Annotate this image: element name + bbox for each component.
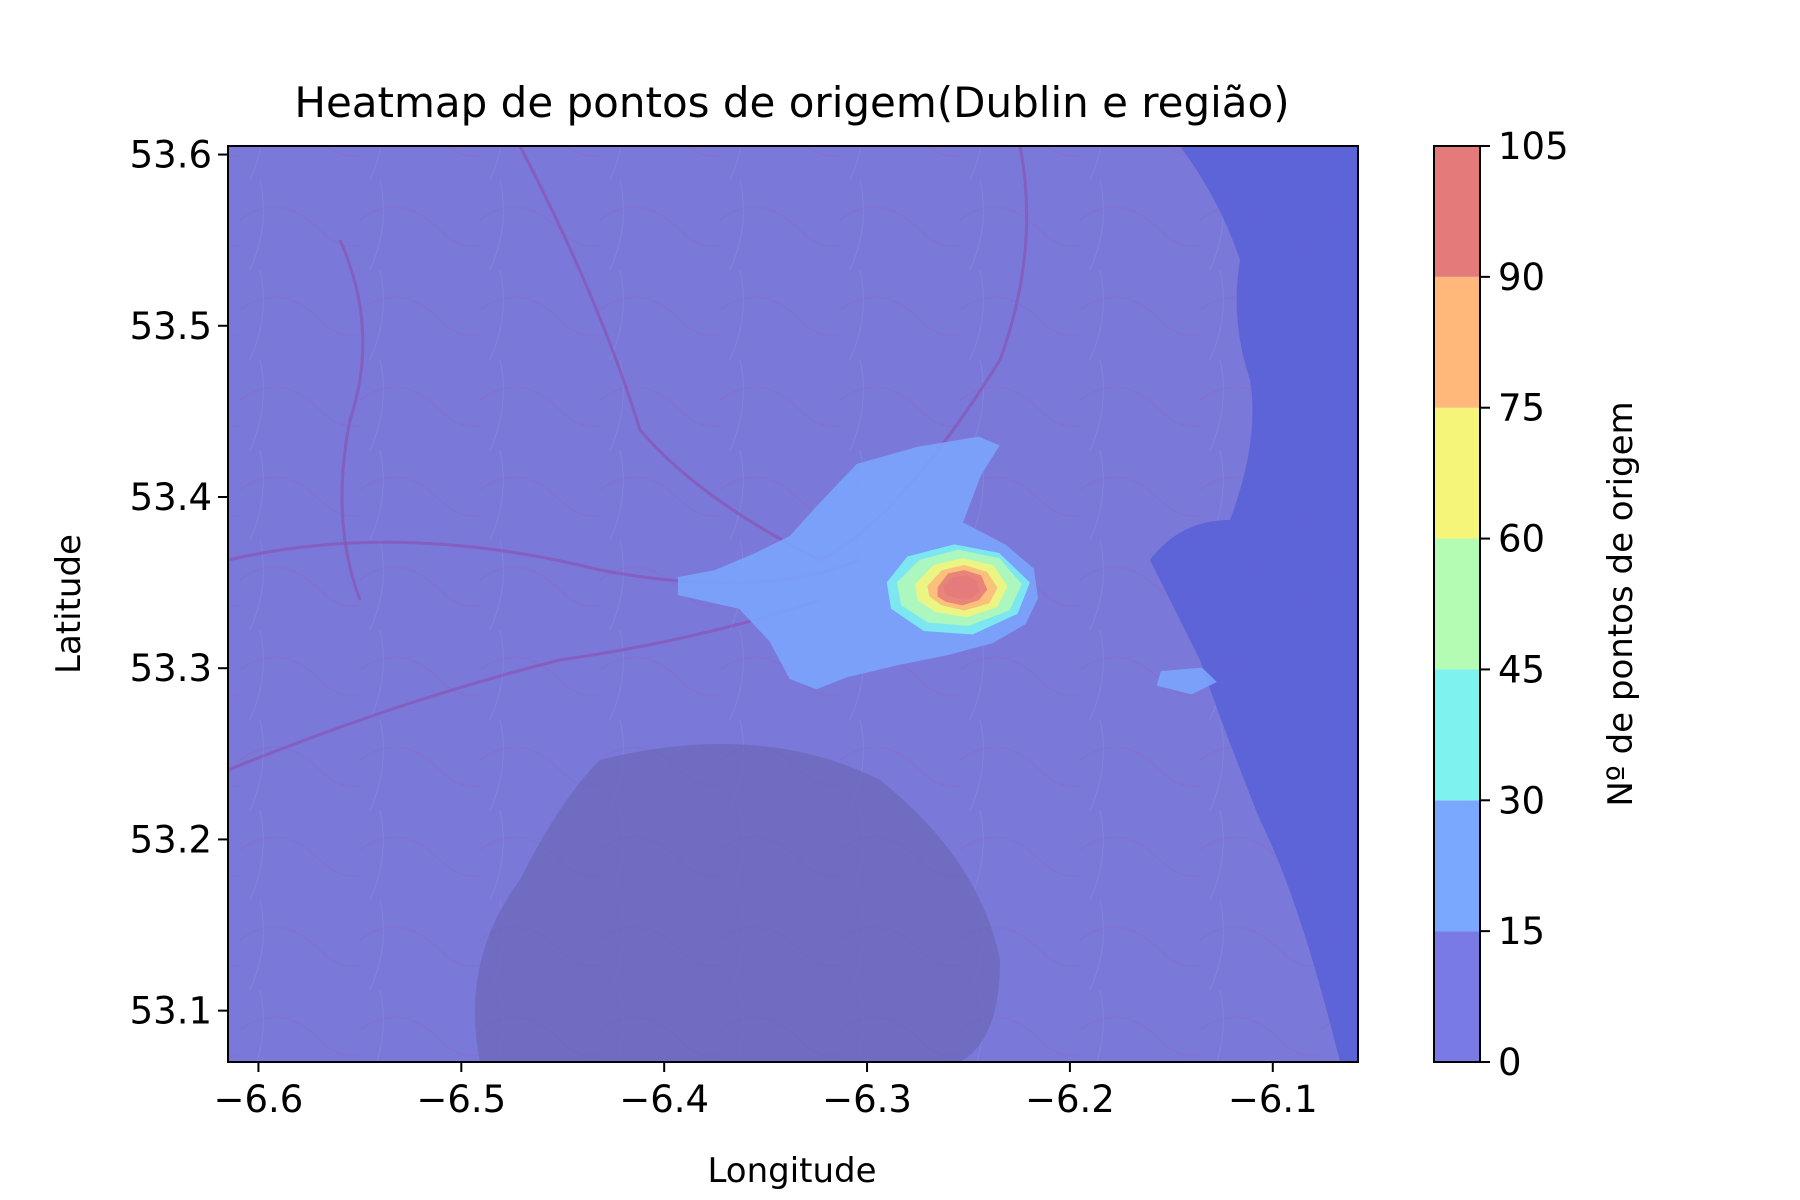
- colorbar-segment: [1434, 800, 1480, 932]
- colorbar-tick-label: 90: [1498, 256, 1545, 299]
- x-tick-label: −6.4: [619, 1078, 709, 1121]
- plot-frame: [227, 145, 1359, 1063]
- x-axis-label: Longitude: [707, 1151, 876, 1191]
- x-tick-label: −6.6: [214, 1078, 304, 1121]
- colorbar-frame: [1433, 145, 1481, 1063]
- x-tick-label: −6.2: [1025, 1078, 1115, 1121]
- colorbar-tick-label: 30: [1498, 779, 1545, 822]
- contour-level-15: [1156, 667, 1217, 695]
- colorbar-tick-label: 105: [1498, 125, 1569, 168]
- y-axis-label: Latitude: [49, 534, 89, 674]
- colorbar-segment: [1434, 146, 1480, 277]
- colorbar: 0 15 30 45 60 75 90 105: [1433, 125, 1569, 1084]
- road-line: [228, 598, 821, 772]
- y-tick-label: 53.6: [130, 134, 212, 177]
- colorbar-segment: [1434, 931, 1480, 1062]
- colorbar-segment: [1434, 407, 1480, 539]
- mountain-area: [475, 744, 1000, 1062]
- x-tick-label: −6.1: [1228, 1078, 1318, 1121]
- contour-layer: [677, 436, 1217, 695]
- chart-title: Heatmap de pontos de origem(Dublin e reg…: [294, 78, 1289, 127]
- colorbar-tick-label: 45: [1498, 648, 1545, 691]
- colorbar-segment: [1434, 276, 1480, 408]
- y-tick-label: 53.2: [130, 818, 212, 861]
- colorbar-segment: [1434, 669, 1480, 801]
- sea-area: [1150, 146, 1358, 1062]
- x-axis: −6.6 −6.5 −6.4 −6.3 −6.2 −6.1: [214, 1062, 1318, 1121]
- road-line: [338, 239, 365, 601]
- colorbar-segment: [1434, 538, 1480, 670]
- colorbar-tick-label: 15: [1498, 910, 1545, 953]
- colorbar-tick-label: 60: [1498, 518, 1545, 561]
- contour-level-105: [943, 575, 980, 599]
- x-tick-label: −6.5: [416, 1078, 506, 1121]
- y-tick-label: 53.4: [130, 476, 212, 519]
- x-tick-label: −6.3: [822, 1078, 912, 1121]
- plot-area: [228, 146, 1358, 1062]
- colorbar-tick-label: 75: [1498, 387, 1545, 430]
- y-axis: 53.1 53.2 53.3 53.4 53.5 53.6: [130, 134, 228, 1033]
- y-tick-label: 53.1: [130, 990, 212, 1033]
- y-tick-label: 53.5: [130, 305, 212, 348]
- colorbar-label: Nº de pontos de origem: [1601, 401, 1641, 806]
- y-tick-label: 53.3: [130, 647, 212, 690]
- colorbar-tick-label: 0: [1498, 1041, 1522, 1084]
